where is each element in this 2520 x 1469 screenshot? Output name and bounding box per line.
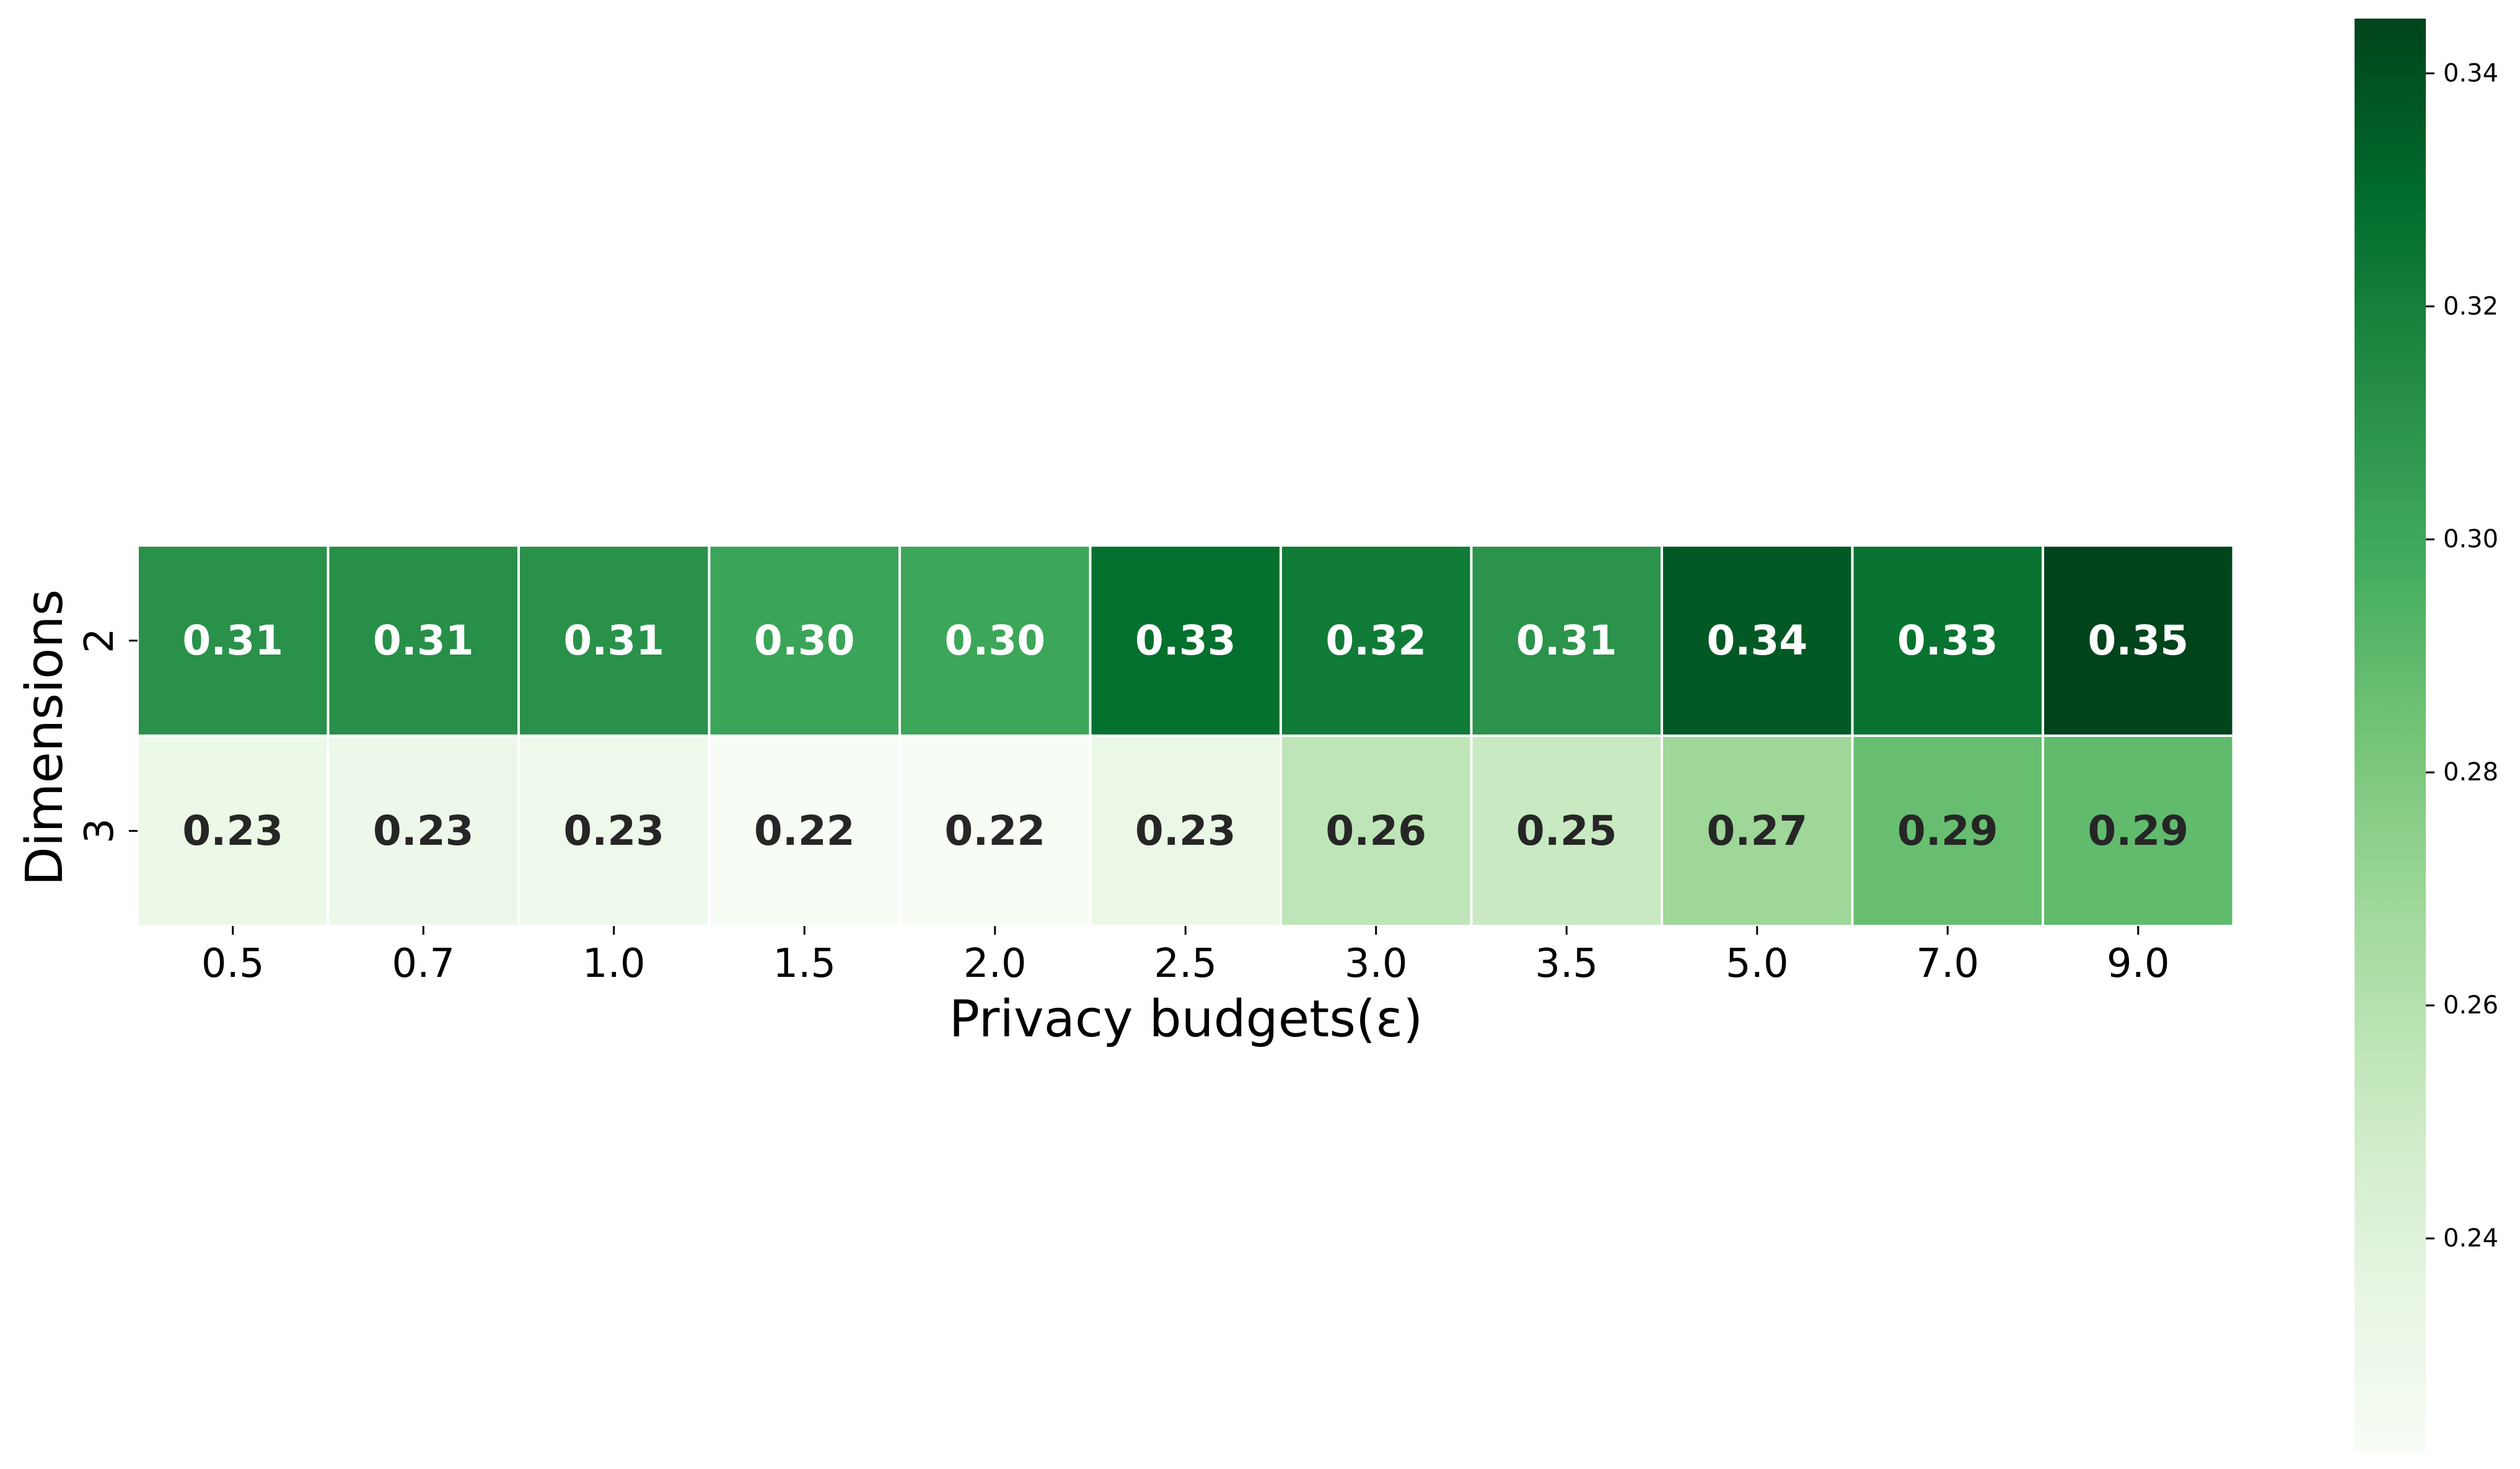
x-axis-title: Privacy budgets(ε) bbox=[949, 990, 1423, 1049]
colorbar-tick-label-5: 0.34 bbox=[2443, 59, 2498, 87]
heatmap-cell-label-r1-c1: 0.23 bbox=[373, 807, 474, 855]
heatmap-cell-r1-c9 bbox=[1851, 734, 2044, 927]
heatmap-cell-r0-c10 bbox=[2042, 544, 2235, 737]
heatmap-cell-r0-c3 bbox=[708, 544, 901, 737]
heatmap-cells bbox=[136, 544, 2235, 927]
x-tick-label-5: 2.5 bbox=[1154, 941, 1217, 987]
x-tick-label-6: 3.0 bbox=[1345, 941, 1408, 987]
colorbar: 0.24 0.26 0.28 0.30 0.32 0.34 bbox=[2355, 19, 2498, 1452]
heatmap-cell-r0-c4 bbox=[898, 544, 1092, 737]
heatmap-cell-label-r1-c9: 0.29 bbox=[1897, 807, 1998, 855]
heatmap-cell-label-r1-c0: 0.23 bbox=[182, 807, 283, 855]
colorbar-tick-label-0: 0.24 bbox=[2443, 1224, 2498, 1253]
heatmap-cell-r1-c4 bbox=[898, 734, 1092, 927]
y-axis: 23 bbox=[77, 628, 138, 844]
heatmap-cell-r1-c5 bbox=[1089, 734, 1282, 927]
heatmap-cell-labels: 0.31 0.31 0.31 0.30 0.30 0.33 0.32 0.31 0.34 0.33… bbox=[182, 617, 2189, 855]
x-tick-label-2: 1.0 bbox=[582, 941, 646, 987]
heatmap-cell-label-r0-c0: 0.31 bbox=[182, 617, 283, 664]
y-tick-label-0: 2 bbox=[77, 628, 123, 653]
heatmap-cell-label-r0-c8: 0.34 bbox=[1706, 617, 1807, 664]
heatmap-cell-r1-c6 bbox=[1280, 734, 1473, 927]
x-tick-label-1: 0.7 bbox=[392, 941, 455, 987]
heatmap-cell-label-r1-c8: 0.27 bbox=[1706, 807, 1807, 855]
y-tick-label-1: 3 bbox=[77, 818, 123, 844]
x-tick-label-0: 0.5 bbox=[201, 941, 265, 987]
heatmap-cell-r0-c2 bbox=[517, 544, 711, 737]
colorbar-tick-label-4: 0.32 bbox=[2443, 292, 2498, 320]
heatmap-cell-r1-c2 bbox=[517, 734, 711, 927]
heatmap-cell-label-r0-c9: 0.33 bbox=[1897, 617, 1998, 664]
x-tick-label-8: 5.0 bbox=[1726, 941, 1789, 987]
colorbar-tick-label-3: 0.30 bbox=[2443, 525, 2498, 554]
x-tick-label-7: 3.5 bbox=[1535, 941, 1598, 987]
heatmap-cell-r0-c5 bbox=[1089, 544, 1282, 737]
heatmap-cell-r0-c9 bbox=[1851, 544, 2044, 737]
x-tick-label-4: 2.0 bbox=[964, 941, 1027, 987]
heatmap-cell-r0-c7 bbox=[1470, 544, 1663, 737]
heatmap-cell-label-r0-c2: 0.31 bbox=[563, 617, 664, 664]
heatmap-cell-label-r1-c4: 0.22 bbox=[944, 807, 1045, 855]
heatmap-cell-label-r0-c3: 0.30 bbox=[754, 617, 855, 664]
x-axis: 0.5 0.7 1.0 1.5 2.0 2.5 3.0 3.5 5.0 7.0 9.0 bbox=[201, 926, 2170, 987]
x-tick-label-10: 9.0 bbox=[2107, 941, 2170, 987]
colorbar-ticks: 0.24 0.26 0.28 0.30 0.32 0.34 bbox=[2426, 59, 2498, 1253]
heatmap-cell-label-r0-c10: 0.35 bbox=[2088, 617, 2189, 664]
heatmap-cell-r1-c8 bbox=[1661, 734, 1854, 927]
heatmap-cell-r1-c1 bbox=[327, 734, 520, 927]
colorbar-tick-label-2: 0.28 bbox=[2443, 758, 2498, 787]
heatmap-cell-label-r1-c2: 0.23 bbox=[563, 807, 664, 855]
colorbar-tick-label-1: 0.26 bbox=[2443, 991, 2498, 1020]
heatmap-cell-r1-c0 bbox=[136, 734, 330, 927]
heatmap-cell-label-r1-c3: 0.22 bbox=[754, 807, 855, 855]
colorbar-gradient bbox=[2355, 19, 2426, 1452]
heatmap-cell-label-r1-c7: 0.25 bbox=[1516, 807, 1617, 855]
heatmap-cell-label-r1-c10: 0.29 bbox=[2088, 807, 2189, 855]
heatmap-cell-label-r1-c6: 0.26 bbox=[1325, 807, 1426, 855]
heatmap-cell-label-r0-c6: 0.32 bbox=[1325, 617, 1426, 664]
heatmap-cell-label-r1-c5: 0.23 bbox=[1135, 807, 1236, 855]
heatmap-cell-r1-c10 bbox=[2042, 734, 2235, 927]
heatmap-cell-label-r0-c1: 0.31 bbox=[373, 617, 474, 664]
heatmap-cell-label-r0-c4: 0.30 bbox=[944, 617, 1045, 664]
heatmap-cell-r0-c1 bbox=[327, 544, 520, 737]
y-axis-title: Dimensions bbox=[15, 589, 74, 886]
heatmap-cell-label-r0-c5: 0.33 bbox=[1135, 617, 1236, 664]
x-tick-label-3: 1.5 bbox=[773, 941, 836, 987]
x-tick-label-9: 7.0 bbox=[1916, 941, 1979, 987]
heatmap-cell-r0-c0 bbox=[136, 544, 330, 737]
heatmap-cell-label-r0-c7: 0.31 bbox=[1516, 617, 1617, 664]
heatmap-cell-r1-c7 bbox=[1470, 734, 1663, 927]
